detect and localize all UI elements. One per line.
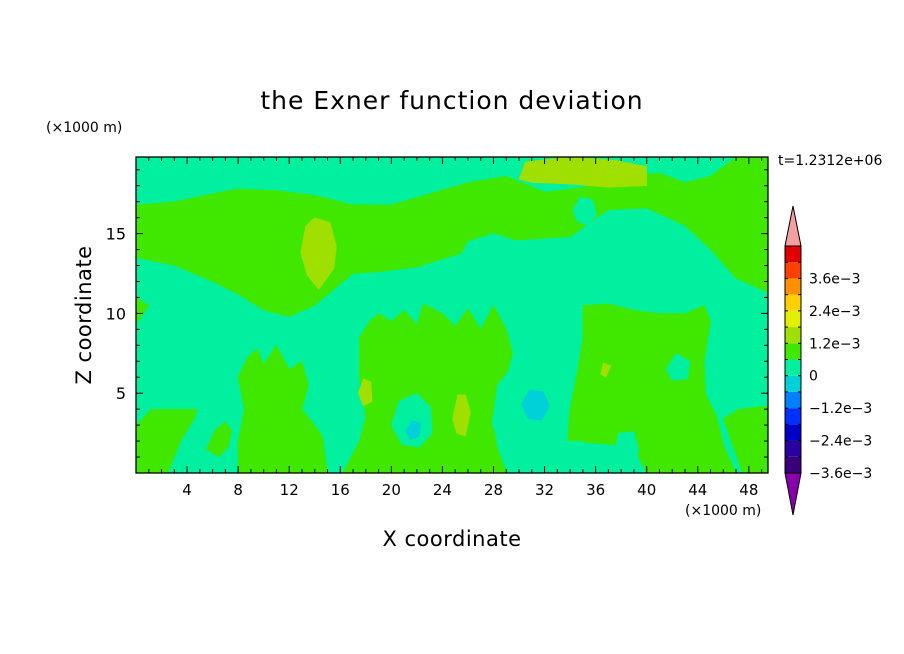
contour-region bbox=[600, 362, 612, 378]
x-tick-label: 12 bbox=[280, 481, 299, 499]
contour-region bbox=[518, 156, 647, 188]
colorbar-band bbox=[785, 424, 801, 441]
chart-title: the Exner function deviation bbox=[260, 86, 644, 115]
contour-region bbox=[357, 378, 373, 407]
colorbar-label: 3.6e−3 bbox=[809, 271, 861, 287]
contour-region bbox=[452, 394, 471, 437]
x-tick-label: 44 bbox=[688, 481, 707, 499]
contour-region bbox=[300, 217, 337, 290]
colorbar-max-arrow bbox=[784, 205, 802, 247]
colorbar-label: −1.2e−3 bbox=[809, 401, 872, 417]
colorbar: 3.6e−3 2.4e−3 1.2e−3 0 −1.2e−3 −2.4e−3 −3.6e−3 bbox=[784, 205, 872, 516]
colorbar-band bbox=[785, 327, 801, 344]
time-label: t=1.2312e+06 bbox=[778, 153, 883, 169]
colorbar-band bbox=[785, 343, 801, 360]
y-tick-label: 5 bbox=[116, 384, 126, 403]
colorbar-label: −3.6e−3 bbox=[809, 466, 872, 482]
colorbar-band bbox=[785, 246, 801, 263]
colorbar-band bbox=[785, 359, 801, 376]
colorbar-band bbox=[785, 278, 801, 295]
colorbar-band bbox=[785, 391, 801, 409]
colorbar-band bbox=[785, 440, 801, 457]
x-tick-label: 32 bbox=[535, 481, 554, 499]
plot-frame bbox=[135, 156, 769, 474]
x-axis-unit: (×1000 m) bbox=[685, 503, 762, 519]
x-tick-label: 48 bbox=[739, 481, 758, 499]
contour-region bbox=[521, 389, 550, 421]
y-tick-label: 15 bbox=[106, 225, 126, 244]
colorbar-label: 1.2e−3 bbox=[809, 336, 861, 352]
contour-region bbox=[563, 440, 586, 469]
contour-region bbox=[454, 233, 533, 277]
contour-region bbox=[572, 196, 598, 226]
contour-region bbox=[205, 163, 290, 190]
x-tick-label: 8 bbox=[233, 481, 243, 499]
colorbar-label: 2.4e−3 bbox=[809, 304, 861, 320]
x-tick-label: 20 bbox=[382, 481, 401, 499]
contour-region bbox=[405, 420, 421, 440]
contour-region bbox=[665, 353, 691, 381]
y-axis-unit: (×1000 m) bbox=[46, 120, 123, 136]
colorbar-label: 0 bbox=[809, 369, 818, 385]
plot-area bbox=[135, 156, 769, 474]
x-tick-label: 24 bbox=[433, 481, 452, 499]
colorbar-band bbox=[785, 294, 801, 311]
contour-region bbox=[729, 362, 760, 391]
contour-region bbox=[237, 345, 328, 474]
x-tick-label: 36 bbox=[586, 481, 605, 499]
contour-region bbox=[205, 421, 233, 458]
colorbar-label: −2.4e−3 bbox=[809, 434, 872, 450]
y-tick-label: 10 bbox=[106, 304, 126, 323]
colorbar-band bbox=[785, 262, 801, 279]
colorbar-band bbox=[785, 310, 801, 328]
contour-region bbox=[614, 431, 640, 467]
x-tick-label: 28 bbox=[484, 481, 503, 499]
x-tick-label: 4 bbox=[182, 481, 192, 499]
x-tick-label: 40 bbox=[637, 481, 656, 499]
x-axis: 4 8 12 16 20 24 28 32 36 40 44 48 bbox=[148, 157, 763, 499]
colorbar-band bbox=[785, 408, 801, 425]
y-axis: 5 10 15 bbox=[106, 169, 768, 458]
x-tick-label: 16 bbox=[331, 481, 350, 499]
x-axis-label: X coordinate bbox=[382, 527, 522, 551]
colorbar-band bbox=[785, 375, 801, 392]
colorbar-min-arrow bbox=[784, 472, 802, 516]
colorbar-band bbox=[785, 456, 801, 473]
